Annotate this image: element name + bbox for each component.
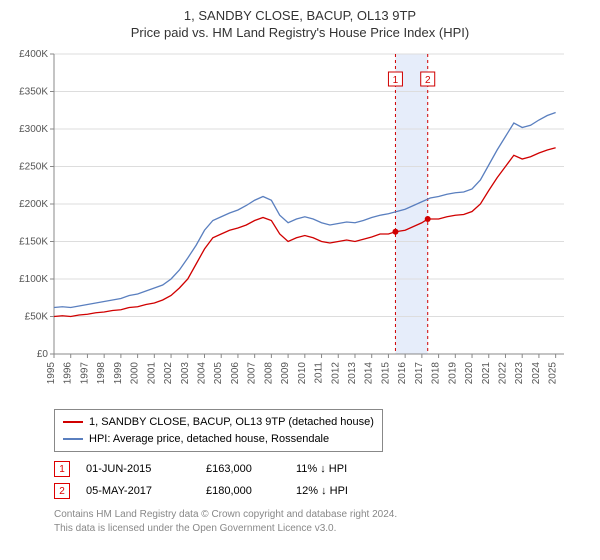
svg-text:2025: 2025 <box>548 362 559 385</box>
sale-date: 05-MAY-2017 <box>86 485 206 497</box>
svg-text:2007: 2007 <box>247 362 258 385</box>
svg-text:2023: 2023 <box>514 362 525 385</box>
legend-swatch-2 <box>63 438 83 440</box>
sales-rows: 1 01-JUN-2015£163,00011% ↓ HPI 2 05-MAY-201… <box>10 458 590 502</box>
sale-marker: 2 <box>54 483 70 499</box>
svg-text:1998: 1998 <box>96 362 107 385</box>
legend-row-1: 1, SANDBY CLOSE, BACUP, OL13 9TP (detach… <box>63 414 374 431</box>
svg-text:£250K: £250K <box>19 162 48 173</box>
svg-text:2000: 2000 <box>130 362 141 385</box>
svg-text:1995: 1995 <box>46 362 57 385</box>
svg-text:£150K: £150K <box>19 237 48 248</box>
svg-text:2017: 2017 <box>414 362 425 385</box>
svg-text:1: 1 <box>393 75 399 86</box>
svg-text:2006: 2006 <box>230 362 241 385</box>
sale-price: £163,000 <box>206 463 296 475</box>
line-chart-svg: £0 £50K £100K £150K £200K £250K £300K £350K £400… <box>10 48 570 398</box>
svg-text:2016: 2016 <box>397 362 408 385</box>
footer-line-1: Contains HM Land Registry data © Crown c… <box>54 508 590 522</box>
sale-marker: 1 <box>54 461 70 477</box>
svg-text:£400K: £400K <box>19 49 48 60</box>
svg-text:2013: 2013 <box>347 362 358 385</box>
svg-text:1999: 1999 <box>113 362 124 385</box>
svg-text:1997: 1997 <box>79 362 90 385</box>
footer-text: Contains HM Land Registry data © Crown c… <box>54 508 590 536</box>
sale-date: 01-JUN-2015 <box>86 463 206 475</box>
svg-text:2024: 2024 <box>531 362 542 385</box>
chart-container: 1, SANDBY CLOSE, BACUP, OL13 9TP Price p… <box>0 0 600 546</box>
svg-text:2012: 2012 <box>330 362 341 385</box>
svg-text:2008: 2008 <box>263 362 274 385</box>
sale-diff: 12% ↓ HPI <box>296 485 348 497</box>
svg-text:£350K: £350K <box>19 87 48 98</box>
svg-text:2003: 2003 <box>180 362 191 385</box>
svg-text:2020: 2020 <box>464 362 475 385</box>
chart-title: 1, SANDBY CLOSE, BACUP, OL13 9TP <box>10 8 590 23</box>
sale-row: 1 01-JUN-2015£163,00011% ↓ HPI <box>54 458 590 480</box>
svg-text:£300K: £300K <box>19 124 48 135</box>
svg-text:2002: 2002 <box>163 362 174 385</box>
legend-box: 1, SANDBY CLOSE, BACUP, OL13 9TP (detach… <box>54 409 383 452</box>
sale-price: £180,000 <box>206 485 296 497</box>
footer-line-2: This data is licensed under the Open Gov… <box>54 522 590 536</box>
svg-text:1996: 1996 <box>63 362 74 385</box>
svg-text:£50K: £50K <box>25 312 49 323</box>
svg-text:£100K: £100K <box>19 274 48 285</box>
legend-label-1: 1, SANDBY CLOSE, BACUP, OL13 9TP (detach… <box>89 414 374 431</box>
svg-text:2018: 2018 <box>431 362 442 385</box>
svg-text:2022: 2022 <box>497 362 508 385</box>
svg-text:2014: 2014 <box>364 362 375 385</box>
legend-label-2: HPI: Average price, detached house, Ross… <box>89 431 329 448</box>
svg-text:2001: 2001 <box>146 362 157 385</box>
legend-swatch-1 <box>63 421 83 423</box>
svg-text:2004: 2004 <box>196 362 207 385</box>
svg-text:2010: 2010 <box>297 362 308 385</box>
svg-text:2021: 2021 <box>481 362 492 385</box>
svg-text:2005: 2005 <box>213 362 224 385</box>
chart-area: £0 £50K £100K £150K £200K £250K £300K £350K £400… <box>10 48 590 403</box>
svg-text:£0: £0 <box>37 349 49 360</box>
legend-row-2: HPI: Average price, detached house, Ross… <box>63 431 374 448</box>
svg-text:2009: 2009 <box>280 362 291 385</box>
svg-text:2: 2 <box>425 75 431 86</box>
chart-subtitle: Price paid vs. HM Land Registry's House … <box>10 25 590 40</box>
svg-text:£200K: £200K <box>19 199 48 210</box>
svg-text:2015: 2015 <box>380 362 391 385</box>
svg-text:2019: 2019 <box>447 362 458 385</box>
sale-diff: 11% ↓ HPI <box>296 463 347 475</box>
sale-row: 2 05-MAY-2017£180,00012% ↓ HPI <box>54 480 590 502</box>
svg-text:2011: 2011 <box>314 362 325 384</box>
